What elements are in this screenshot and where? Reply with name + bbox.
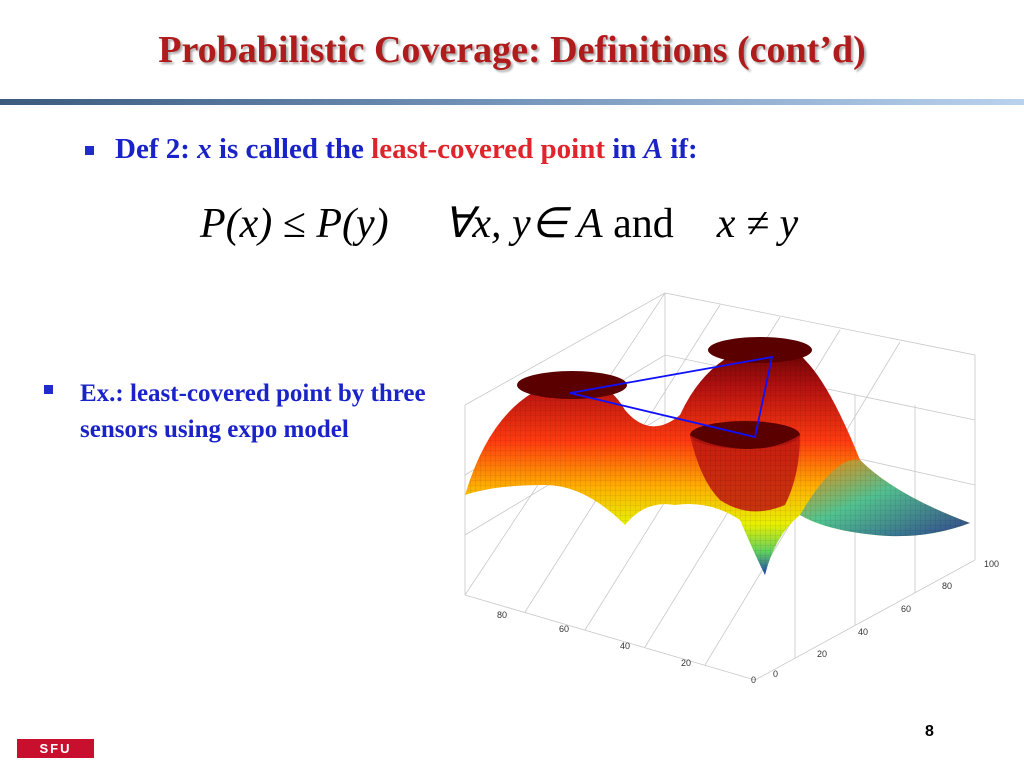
y-tick: 40 <box>858 627 868 637</box>
y-tick: 60 <box>901 604 911 614</box>
y-tick: 80 <box>942 581 952 591</box>
page-number: 8 <box>925 723 934 740</box>
bullet-square-icon <box>44 385 53 394</box>
formula-conj: and <box>613 201 674 247</box>
x-axis-ticks: 0 20 40 60 80 <box>497 610 756 685</box>
y-axis-ticks: 0 20 40 60 80 100 <box>773 559 999 679</box>
def-highlight: least-covered point <box>371 133 605 165</box>
definition-line: Def 2: x is called the least-covered poi… <box>115 133 698 166</box>
peak-cap-2 <box>708 337 812 363</box>
def-text-2: in <box>612 133 637 165</box>
x-tick: 60 <box>559 624 569 634</box>
def-label: Def 2: <box>115 133 190 165</box>
def-text-3: if: <box>670 133 698 165</box>
def-var-A: A <box>643 133 664 165</box>
formula-quantifier: ∀x, y∈ A <box>443 201 603 247</box>
title-divider <box>0 99 1024 105</box>
y-tick: 0 <box>773 669 778 679</box>
formula: P(x) ≤ P(y) ∀x, y∈ A and x ≠ y <box>200 198 798 248</box>
peak-cap-1 <box>517 371 627 399</box>
slide-title: Probabilistic Coverage: Definitions (con… <box>158 29 866 71</box>
sensor-triangle <box>569 355 774 439</box>
sfu-logo: SFU <box>17 739 94 758</box>
y-tick: 20 <box>817 649 827 659</box>
x-tick: 20 <box>681 658 691 668</box>
x-tick: 0 <box>751 675 756 685</box>
def-var-x: x <box>197 133 212 165</box>
bullet-square-icon <box>85 146 94 155</box>
x-tick: 80 <box>497 610 507 620</box>
surface-body <box>465 337 970 575</box>
formula-op: ≤ <box>282 201 306 247</box>
example-text: Ex.: least-covered point by three sensor… <box>80 380 426 443</box>
x-tick: 40 <box>620 641 630 651</box>
coverage-surface-plot: 0 20 40 60 80 0 20 40 60 80 100 <box>464 292 999 685</box>
y-tick: 100 <box>984 559 999 569</box>
formula-rhs: P(y) <box>316 201 389 247</box>
formula-cond: x ≠ y <box>716 201 799 247</box>
formula-lhs: P(x) <box>200 201 273 247</box>
def-text-1: is called the <box>218 133 364 165</box>
